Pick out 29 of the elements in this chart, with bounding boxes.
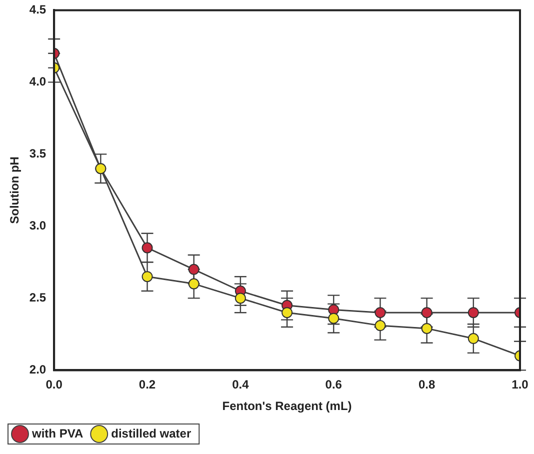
point (188, 264, 200, 275)
x-axis-title: Fenton's Reagent (mL) (222, 399, 352, 414)
y-tick-label: 2.0 (29, 362, 46, 377)
x-tick-label: 0.0 (46, 378, 63, 392)
y-tick-label: 3.5 (29, 146, 46, 161)
point (374, 320, 386, 332)
point (328, 312, 340, 324)
legend-label: with PVA (31, 426, 84, 440)
point (282, 307, 293, 318)
y-tick-label: 4.5 (29, 2, 46, 17)
x-tick-label: 0.2 (138, 378, 156, 392)
legend-label: distilled water (111, 426, 192, 440)
y-tick-label: 4.0 (29, 74, 46, 89)
point (142, 242, 153, 254)
y-tick-label: 3.0 (29, 218, 46, 233)
point (468, 307, 479, 318)
point (468, 333, 479, 344)
point (188, 278, 200, 290)
x-tick-label: 0.4 (232, 378, 250, 392)
point (234, 292, 246, 304)
y-tick-label: 2.5 (29, 290, 46, 305)
x-tick-label: 0.8 (418, 378, 436, 392)
point (374, 307, 386, 318)
y-axis-title: Solution pH (8, 156, 22, 224)
point (421, 307, 432, 318)
point (421, 322, 432, 334)
x-tick-label: 0.6 (325, 378, 342, 392)
point (142, 271, 153, 282)
x-tick-label: 1.0 (512, 378, 529, 392)
